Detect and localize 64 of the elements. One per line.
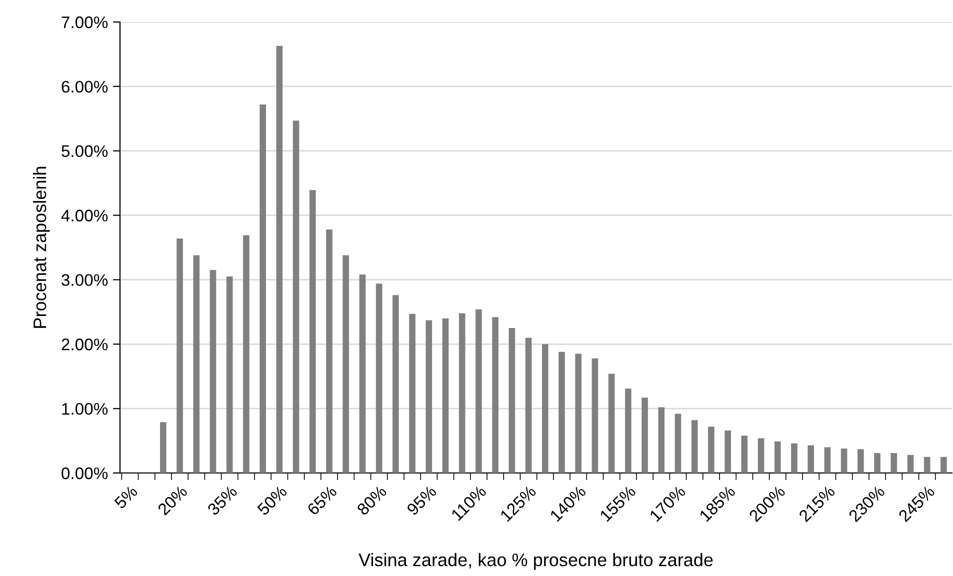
bar <box>791 443 798 473</box>
x-axis-title: Visina zarade, kao % prosecne bruto zarade <box>358 553 713 570</box>
bar <box>176 238 183 473</box>
x-tick-label: 80% <box>356 484 388 516</box>
x-tick-label: 50% <box>256 484 288 516</box>
y-tick-label: 4.00% <box>61 210 108 222</box>
x-tick-label: 65% <box>306 484 338 516</box>
bar <box>924 456 930 473</box>
y-tick-label: 1.00% <box>62 402 108 415</box>
bar <box>890 453 898 473</box>
y-tick-label: 6.00% <box>62 80 108 93</box>
bar <box>326 229 332 473</box>
bar <box>492 317 498 473</box>
bar <box>824 447 831 473</box>
bar <box>458 313 466 473</box>
y-tick-label: 2.00% <box>62 338 108 350</box>
bar <box>708 426 714 473</box>
bar <box>426 320 432 473</box>
bar <box>642 398 648 473</box>
y-tick-label: 5.00% <box>62 145 108 158</box>
bar <box>508 328 516 473</box>
bar <box>608 374 615 473</box>
bar <box>359 274 366 473</box>
x-tick-label: 35% <box>206 484 238 516</box>
bar <box>940 456 947 473</box>
y-axis-title: Procenat zaposlenih <box>32 166 50 328</box>
bar <box>193 255 200 473</box>
bar <box>243 235 250 473</box>
bar <box>376 284 382 473</box>
bar <box>774 441 781 473</box>
bar <box>392 295 399 473</box>
bar <box>525 338 532 473</box>
bar <box>691 420 698 473</box>
x-tick-label: 5% <box>114 484 138 510</box>
bar <box>808 445 814 473</box>
bar <box>442 318 449 473</box>
x-tick-label: 95% <box>406 484 438 516</box>
bar <box>260 104 266 473</box>
bar <box>542 344 548 473</box>
y-tick-label: 7.00% <box>62 16 108 28</box>
bar <box>741 436 748 473</box>
bar <box>840 448 848 473</box>
bar <box>658 407 665 473</box>
y-tick-label: 3.00% <box>62 274 108 286</box>
bar <box>724 430 731 473</box>
bar <box>309 190 316 473</box>
bar <box>858 449 864 473</box>
bar <box>674 414 682 473</box>
bar <box>226 276 233 473</box>
bar <box>758 438 764 473</box>
bar <box>210 270 216 473</box>
y-tick-label: 0.00% <box>62 467 108 480</box>
bar <box>558 352 565 473</box>
bar <box>625 388 632 473</box>
bar <box>907 454 914 473</box>
bar <box>292 120 300 473</box>
bar <box>342 255 350 473</box>
bar <box>575 354 582 473</box>
bar <box>476 309 482 473</box>
bar <box>276 46 283 473</box>
bar <box>160 422 166 473</box>
bar <box>592 358 598 473</box>
bar <box>409 314 416 473</box>
bar <box>874 453 880 473</box>
